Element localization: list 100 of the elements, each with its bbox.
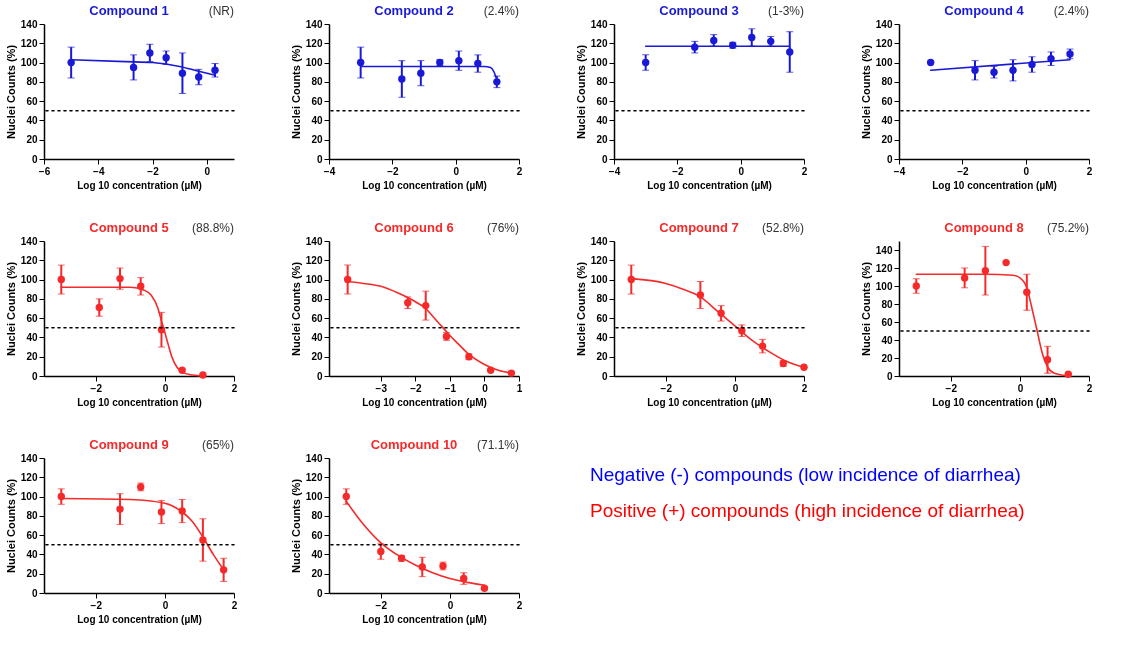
y-tick-label: 40 <box>311 114 323 126</box>
x-tick-label: −2 <box>672 165 684 177</box>
x-tick-label: −2 <box>387 165 399 177</box>
chart-title: Compound 6 <box>374 220 454 235</box>
y-tick-label: 140 <box>305 18 323 30</box>
chart-subtitle: (1-3%) <box>767 4 804 18</box>
y-tick-label: 40 <box>26 114 38 126</box>
y-tick-label: 80 <box>311 510 323 522</box>
x-axis-title: Log 10 concentration (µM) <box>932 396 1057 408</box>
y-tick-label: 60 <box>26 529 38 541</box>
x-tick-label: 1 <box>516 382 523 394</box>
chart-title: Compound 9 <box>89 437 169 452</box>
y-tick-label: 140 <box>20 452 38 464</box>
y-tick-label: 20 <box>311 568 323 580</box>
y-tick-label: 40 <box>311 331 323 343</box>
x-tick-label: 0 <box>738 165 745 177</box>
y-tick-label: 60 <box>26 312 38 324</box>
x-tick-label: −2 <box>410 382 422 394</box>
x-tick-label: 0 <box>453 165 460 177</box>
x-tick-label: −4 <box>608 165 621 177</box>
x-tick-label: 2 <box>1086 165 1093 177</box>
y-tick-label: 0 <box>316 370 323 382</box>
y-tick-label: 0 <box>316 587 323 599</box>
text: Positive (+) compounds (high incidence of diarrhea) <box>590 500 1026 522</box>
chart-subtitle: (2.4%) <box>1053 4 1089 18</box>
x-tick-label: 2 <box>516 165 523 177</box>
x-tick-label: 2 <box>801 382 808 394</box>
x-tick-label: −4 <box>323 165 336 177</box>
chart-title: Compound 4 <box>944 3 1025 18</box>
y-tick-label: 100 <box>875 57 893 69</box>
y-tick-label: 0 <box>601 370 608 382</box>
x-tick-label: −2 <box>660 382 673 394</box>
x-axis-title: Log 10 concentration (µM) <box>932 179 1057 191</box>
x-tick-label: 0 <box>732 382 739 394</box>
chart-title: Compound 1 <box>89 3 169 18</box>
y-tick-label: 60 <box>881 316 893 328</box>
chart-title: Compound 8 <box>944 220 1024 235</box>
y-tick-label: 120 <box>20 37 38 49</box>
y-axis-title: Nuclei Counts (%) <box>859 261 872 357</box>
y-tick-label: 80 <box>26 293 38 305</box>
y-tick-label: 20 <box>311 351 323 363</box>
y-tick-label: 100 <box>590 57 608 69</box>
x-tick-label: 2 <box>801 165 808 177</box>
y-tick-label: 20 <box>26 568 38 580</box>
y-tick-label: 140 <box>590 235 608 247</box>
y-tick-label: 100 <box>305 274 323 286</box>
point <box>800 363 808 372</box>
x-axis-title: Log 10 concentration (µM) <box>362 179 487 191</box>
y-tick-label: 120 <box>305 471 323 483</box>
text: Negative (-) compounds (low incidence of diarrhea) <box>590 464 1022 486</box>
chart-subtitle: (65%) <box>201 438 234 452</box>
x-tick-label: 0 <box>162 599 169 611</box>
x-tick-label: 2 <box>231 599 238 611</box>
y-tick-label: 80 <box>26 510 38 522</box>
y-tick-label: 40 <box>881 334 893 346</box>
x-tick-label: 0 <box>482 382 489 394</box>
x-axis-title: Log 10 concentration (µM) <box>647 396 772 408</box>
y-tick-label: 120 <box>20 254 38 266</box>
y-axis-title: Nuclei Counts (%) <box>574 261 587 357</box>
y-tick-label: 60 <box>881 95 893 107</box>
y-axis-title: Nuclei Counts (%) <box>289 478 302 574</box>
chart-subtitle: (75.2%) <box>1046 221 1089 235</box>
y-tick-label: 140 <box>305 452 323 464</box>
y-axis-title: Nuclei Counts (%) <box>4 261 17 357</box>
y-tick-label: 0 <box>31 370 38 382</box>
x-axis-title: Log 10 concentration (µM) <box>362 613 487 625</box>
point <box>1002 258 1010 267</box>
y-tick-label: 120 <box>875 262 893 274</box>
y-tick-label: 120 <box>875 37 893 49</box>
y-tick-label: 80 <box>881 76 893 88</box>
y-tick-label: 20 <box>596 351 608 363</box>
x-tick-label: 2 <box>516 599 523 611</box>
y-tick-label: 20 <box>311 134 323 146</box>
y-tick-label: 60 <box>596 95 608 107</box>
y-tick-label: 140 <box>875 18 893 30</box>
point <box>926 58 935 67</box>
y-tick-label: 80 <box>311 293 323 305</box>
y-axis-title: Nuclei Counts (%) <box>859 44 872 140</box>
y-tick-label: 60 <box>311 95 323 107</box>
x-tick-label: −2 <box>945 382 958 394</box>
x-axis-title: Log 10 concentration (µM) <box>77 179 202 191</box>
x-tick-label: 0 <box>162 382 169 394</box>
chart-subtitle: (NR) <box>208 4 234 18</box>
x-tick-label: −2 <box>957 165 969 177</box>
x-tick-label: −2 <box>90 382 103 394</box>
y-tick-label: 140 <box>875 244 893 256</box>
chart-subtitle: (71.1%) <box>476 438 519 452</box>
y-tick-label: 80 <box>311 76 323 88</box>
y-tick-label: 40 <box>596 114 608 126</box>
y-tick-label: 140 <box>590 18 608 30</box>
chart-subtitle: (2.4%) <box>483 4 519 18</box>
x-tick-label: −2 <box>90 599 103 611</box>
y-tick-label: 60 <box>26 95 38 107</box>
y-tick-label: 80 <box>596 293 608 305</box>
x-axis-title: Log 10 concentration (µM) <box>647 179 772 191</box>
y-tick-label: 40 <box>881 114 893 126</box>
y-tick-label: 80 <box>26 76 38 88</box>
y-tick-label: 100 <box>20 491 38 503</box>
y-tick-label: 100 <box>590 274 608 286</box>
y-tick-label: 120 <box>305 254 323 266</box>
